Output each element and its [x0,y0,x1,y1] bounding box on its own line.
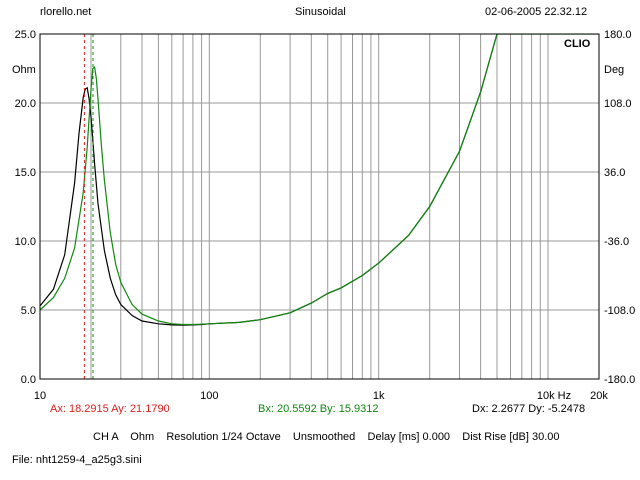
y-left-unit: Ohm [12,64,36,76]
y-left-tick-label: 15.0 [15,167,36,179]
tick-labels: 10 100 1k 10k Hz 20k 25.0 20.0 15.0 10.0 5.0 0.0 18… [15,29,636,400]
x-tick-label: 10k Hz [537,390,571,400]
timestamp: 02-06-2005 22.32.12 [485,6,588,18]
x-tick-label: 10 [34,390,46,400]
grid [40,34,599,379]
y-right-tick-label: 108.0 [604,98,632,110]
y-right-unit: Deg [604,64,624,76]
brand-label: CLIO [564,38,591,50]
y-right-tick-label: -36.0 [604,236,629,248]
y-right-tick-label: -180.0 [604,374,635,386]
y-left-tick-label: 5.0 [21,305,36,317]
y-left-tick-label: 25.0 [15,29,36,41]
cursor-a-readout: Ax: 18.2915 Ay: 21.1790 [50,403,170,415]
plot-frame [39,33,600,380]
cursor-b-readout: Bx: 20.5592 By: 15.9312 [258,403,379,415]
series-green-line [40,34,599,326]
y-right-tick-label: 36.0 [604,167,625,179]
y-left-tick-label: 0.0 [21,374,36,386]
y-left-tick-label: 10.0 [15,236,36,248]
delta-readout: Dx: 2.2677 Dy: -5.2478 [472,403,586,415]
series-layer [40,34,599,326]
series-black-line [40,34,498,326]
measurement-mode: Sinusoidal [295,6,346,18]
file-name: File: nht1259-4_a25g3.sini [12,454,142,466]
y-right-tick-label: 180.0 [604,29,632,41]
impedance-chart: 10 100 1k 10k Hz 20k 25.0 20.0 15.0 10.0 5.0 0.0 18… [12,29,636,400]
site-label: rlorello.net [40,6,92,18]
x-tick-label: 100 [200,390,218,400]
y-left-tick-label: 20.0 [15,98,36,110]
x-tick-label: 1k [373,390,385,400]
settings-line: CH A Ohm Resolution 1/24 Octave Unsmooth… [93,431,560,443]
x-tick-label: 20k [590,390,608,400]
y-right-tick-label: -108.0 [604,305,635,317]
